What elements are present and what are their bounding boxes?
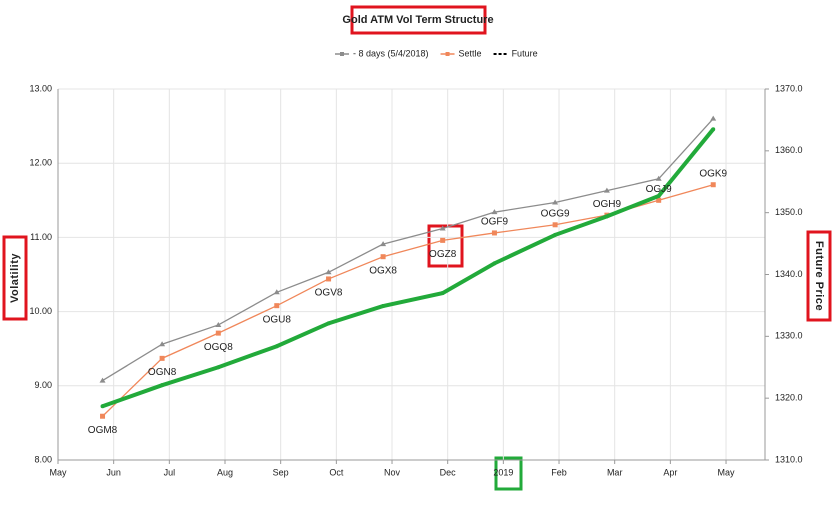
point: [160, 383, 165, 388]
point-label: OGQ8: [204, 342, 233, 353]
point: [215, 321, 222, 327]
point: [710, 115, 717, 121]
point-label: OGH9: [593, 199, 622, 210]
point-label: OGN8: [148, 367, 177, 378]
point: [274, 303, 280, 309]
point: [710, 182, 716, 188]
highlight-box: [806, 230, 832, 322]
y2-axis-title: Future Price: [813, 241, 825, 311]
y2-tick-label: 1370.0: [775, 83, 803, 93]
point: [159, 341, 166, 347]
x-tick-label: Apr: [663, 467, 677, 477]
point: [326, 276, 332, 282]
y2-tick-label: 1340.0: [775, 269, 803, 279]
point: [100, 404, 105, 409]
point-label: OGJ9: [646, 184, 673, 195]
point: [656, 193, 661, 198]
point-label: OGM8: [88, 425, 118, 436]
x-tick-label: Mar: [607, 467, 623, 477]
point-label: OGF9: [481, 217, 509, 228]
y2-tick-label: 1350.0: [775, 207, 803, 217]
point: [552, 222, 558, 228]
point-label: OGK9: [699, 168, 727, 179]
point: [491, 230, 497, 236]
point: [440, 237, 446, 243]
legend-label: Future: [512, 48, 538, 58]
point: [552, 199, 559, 205]
point: [274, 344, 279, 349]
legend-label: Settle: [459, 48, 482, 58]
point: [215, 330, 221, 336]
point: [380, 254, 386, 260]
x-tick-label: Dec: [440, 467, 457, 477]
x-tick-label: Nov: [384, 467, 401, 477]
x-tick-label: Aug: [217, 467, 233, 477]
y2-tick-label: 1320.0: [775, 393, 803, 403]
point-label: OGV8: [315, 288, 343, 299]
y-tick-label: 8.00: [34, 454, 52, 464]
point: [100, 413, 106, 419]
point: [711, 127, 716, 132]
point: [440, 291, 445, 296]
x-tick-label: 2019: [493, 467, 513, 477]
x-tick-label: Jun: [106, 467, 121, 477]
point-label: OGG9: [541, 208, 570, 219]
y-tick-label: 9.00: [34, 380, 52, 390]
highlight-box: [350, 5, 487, 35]
point: [99, 377, 106, 383]
point: [326, 321, 331, 326]
point: [381, 304, 386, 309]
point: [491, 209, 498, 215]
y-tick-label: 13.00: [29, 83, 52, 93]
series-line: [101, 127, 715, 409]
y-tick-label: 10.00: [29, 306, 52, 316]
point: [603, 187, 610, 193]
y-tick-label: 11.00: [30, 232, 52, 242]
point: [325, 269, 332, 275]
point: [492, 261, 497, 266]
point: [380, 241, 387, 247]
x-tick-label: May: [718, 467, 736, 477]
x-tick-label: Oct: [329, 467, 344, 477]
point: [604, 214, 609, 219]
point: [656, 197, 662, 203]
point: [553, 232, 558, 237]
series-line: [102, 118, 714, 382]
x-tick-label: May: [49, 467, 67, 477]
legend-label: - 8 days (5/4/2018): [353, 48, 429, 58]
point: [159, 355, 165, 361]
point: [216, 365, 221, 370]
x-tick-label: Feb: [551, 467, 567, 477]
y-axis-title: Volatility: [9, 253, 21, 303]
highlight-box: [494, 456, 523, 491]
legend-marker: [445, 52, 450, 56]
chart-title: Gold ATM Vol Term Structure: [342, 14, 493, 26]
point: [439, 225, 446, 231]
point: [655, 175, 662, 181]
y2-tick-label: 1330.0: [775, 331, 803, 341]
point: [273, 289, 280, 295]
highlight-box: [427, 224, 464, 268]
y2-tick-label: 1360.0: [775, 145, 803, 155]
y-tick-label: 12.00: [29, 158, 52, 168]
y2-tick-label: 1310.0: [775, 454, 803, 464]
point-label: OGU8: [263, 314, 292, 325]
legend-marker: [340, 52, 344, 56]
highlight-box: [2, 235, 28, 321]
x-tick-label: Sep: [273, 467, 289, 477]
point-label: OGZ8: [429, 249, 457, 260]
point-label: OGX8: [369, 265, 397, 276]
x-tick-label: Jul: [164, 467, 176, 477]
